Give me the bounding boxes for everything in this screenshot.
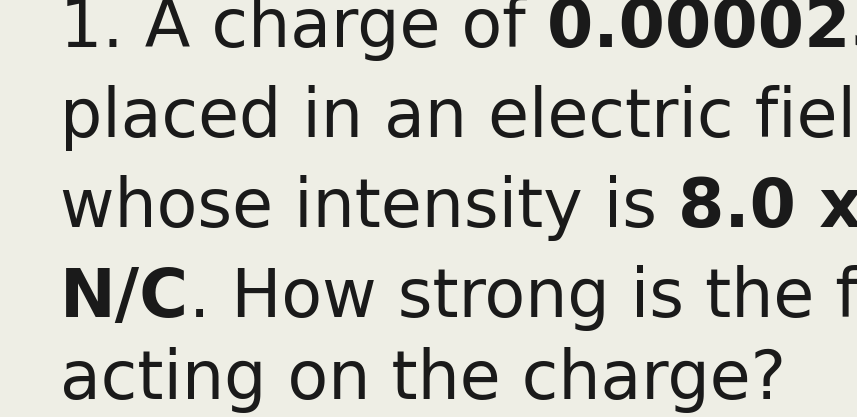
Text: placed in an electric field: placed in an electric field	[60, 85, 857, 151]
Text: acting on the charge?: acting on the charge?	[60, 347, 786, 413]
Text: 8.0 x 10: 8.0 x 10	[678, 175, 857, 241]
Text: N/C: N/C	[60, 265, 189, 331]
Text: 0.000025 C: 0.000025 C	[547, 0, 857, 61]
Text: whose intensity is: whose intensity is	[60, 175, 678, 241]
Text: 1. A charge of: 1. A charge of	[60, 0, 547, 61]
Text: . How strong is the force: . How strong is the force	[189, 265, 857, 331]
